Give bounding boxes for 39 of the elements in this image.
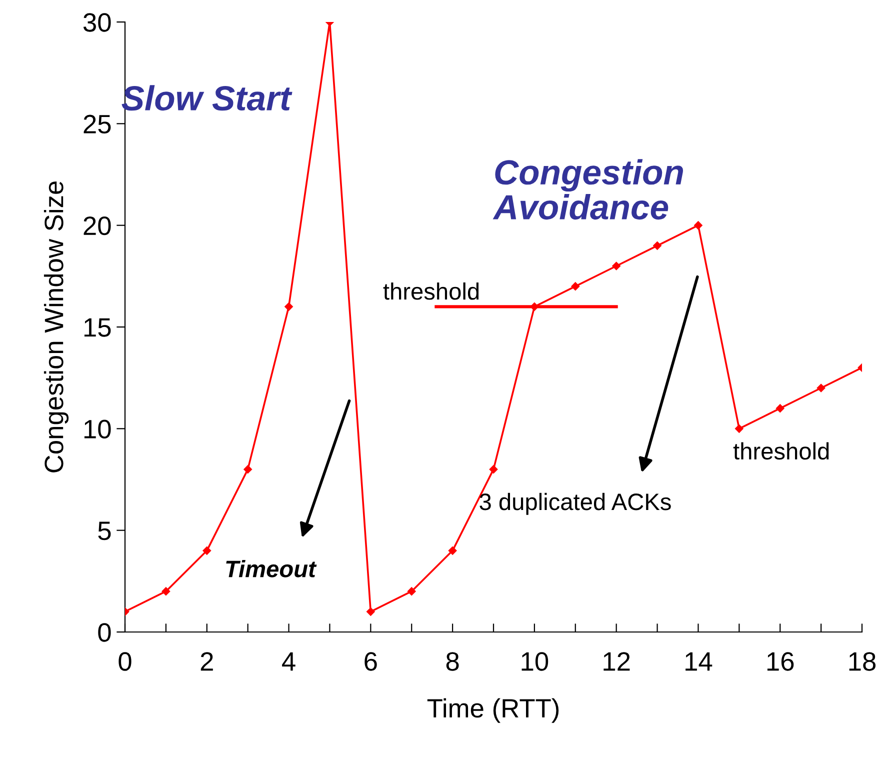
point bbox=[202, 546, 212, 555]
point bbox=[612, 262, 620, 270]
point bbox=[244, 465, 252, 474]
x-tick-label: 0 bbox=[118, 652, 132, 671]
point bbox=[816, 384, 826, 392]
annotation: threshold bbox=[733, 442, 829, 460]
y-tick-label: 5 bbox=[98, 522, 111, 540]
y-tick-label: 0 bbox=[98, 623, 111, 642]
annotation: Timeout bbox=[226, 560, 317, 578]
x-tick-label: 6 bbox=[364, 652, 377, 671]
point bbox=[653, 242, 662, 250]
y-tick-label: 20 bbox=[84, 216, 111, 236]
x-tick-label: 18 bbox=[849, 652, 876, 671]
x-tick-label: 2 bbox=[200, 652, 213, 671]
y-tick-label: 30 bbox=[83, 13, 111, 32]
x-axis-title: Time (RTT) bbox=[427, 698, 559, 723]
y-tick-label: 15 bbox=[84, 318, 111, 337]
point bbox=[162, 587, 170, 596]
x-tick-label: 4 bbox=[282, 652, 296, 671]
x-tick-label: 12 bbox=[604, 652, 630, 671]
point bbox=[776, 404, 784, 412]
annotation: threshold bbox=[383, 282, 479, 300]
point bbox=[366, 608, 375, 616]
point bbox=[735, 424, 744, 433]
point bbox=[694, 221, 702, 230]
y-axis-title: Congestion Window Size bbox=[44, 181, 69, 472]
x-tick-label: 8 bbox=[446, 652, 459, 671]
point bbox=[284, 302, 293, 311]
annotation: Congestion Avoidance bbox=[492, 159, 683, 220]
x-tick-label: 10 bbox=[522, 652, 548, 671]
point bbox=[407, 587, 416, 596]
point bbox=[489, 465, 498, 474]
x-tick-label: 16 bbox=[767, 652, 794, 671]
annotation: 3 duplicated ACKs bbox=[480, 492, 671, 515]
point bbox=[571, 282, 580, 290]
x-tick-label: 14 bbox=[686, 652, 712, 671]
y-tick-label: 10 bbox=[84, 420, 111, 438]
y-tick-label: 25 bbox=[84, 114, 111, 134]
point bbox=[448, 546, 457, 555]
